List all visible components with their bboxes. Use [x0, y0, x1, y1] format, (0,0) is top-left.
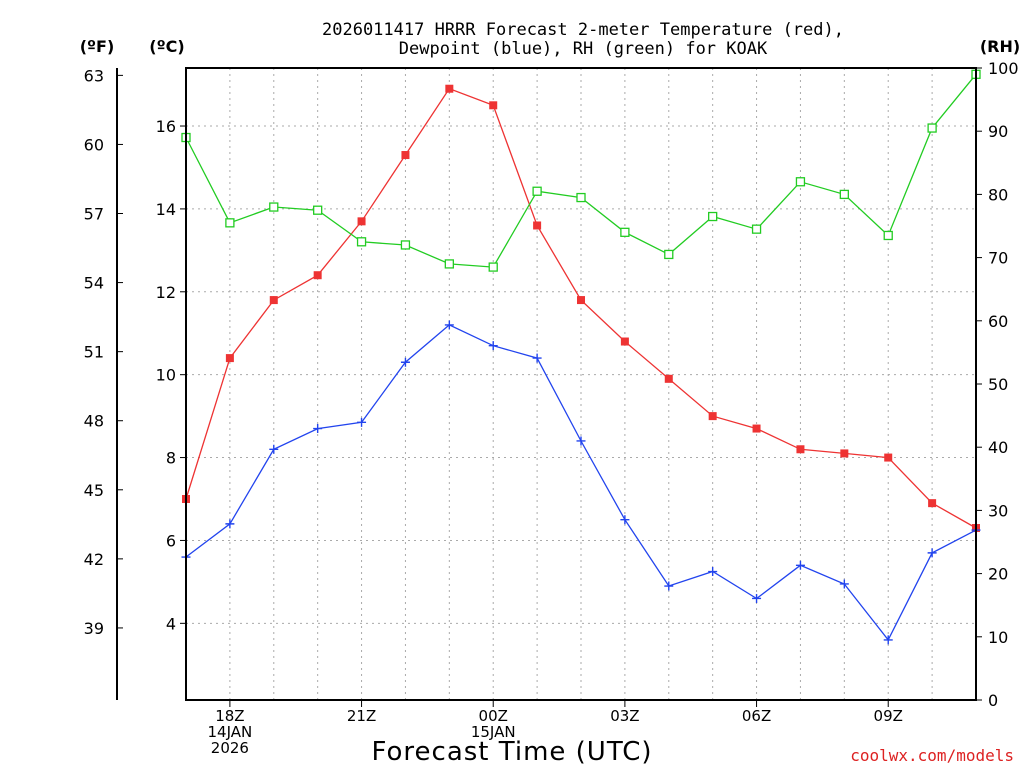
relative-humidity-point [883, 230, 893, 241]
rh-tick-label: 100 [988, 59, 1019, 78]
dewpoint-point [927, 548, 937, 558]
dewpoint-point [357, 417, 367, 427]
2-meter-temperature-point [313, 271, 322, 280]
dewpoint-point [488, 341, 498, 351]
x-tick-label: 18Z [215, 707, 244, 725]
dewpoint-point [532, 353, 542, 363]
axis-labels: 4 6 8 10 12 14 16 39 42 45 48 51 54 57 60 63 0 10 20 30 40 50… [84, 59, 1019, 757]
relative-humidity-point [927, 123, 937, 133]
x-tick-label: 06Z [742, 707, 771, 725]
rh-tick-label: 50 [988, 375, 1008, 394]
fahrenheit-tick-label: 48 [84, 412, 104, 431]
rh-tick-label: 30 [988, 501, 1008, 520]
relative-humidity-point [795, 177, 806, 187]
x-tick-label: 03Z [610, 707, 639, 725]
site-credit: coolwx.com/models [850, 746, 1014, 765]
dewpoint-point [400, 357, 410, 367]
dewpoint-point [313, 424, 323, 434]
relative-humidity-point [356, 237, 367, 247]
celsius-tick-label: 8 [166, 449, 176, 468]
celsius-tick-label: 10 [156, 366, 176, 385]
dewpoint-point [444, 320, 454, 330]
dewpoint-point [839, 579, 849, 589]
plot-frame [185, 67, 977, 701]
celsius-tick-label: 14 [156, 200, 176, 219]
rh-tick-label: 60 [988, 312, 1008, 331]
celsius-tick-label: 16 [156, 117, 176, 136]
rh-tick-label: 70 [988, 249, 1008, 268]
relative-humidity-point [664, 249, 674, 260]
2-meter-temperature-point [664, 374, 673, 383]
2-meter-temperature-point [577, 296, 585, 305]
x-tick-label: 15JAN [471, 723, 516, 741]
series-layer [181, 69, 981, 645]
relative-humidity-point [751, 224, 762, 234]
dewpoint-point [269, 444, 279, 454]
x-axis-title: Forecast Time (UTC) [371, 737, 652, 767]
2-meter-temperature-point [840, 449, 849, 458]
2-meter-temperature-point [796, 445, 805, 454]
relative-humidity-point [488, 262, 498, 272]
relative-humidity-point [839, 189, 849, 200]
relative-humidity-point [532, 186, 542, 196]
2-meter-temperature-point [445, 84, 454, 93]
dewpoint-point [620, 515, 630, 525]
2-meter-temperature-point [620, 337, 629, 346]
2-meter-temperature-point [533, 221, 542, 230]
2-meter-temperature-point [357, 217, 366, 226]
relative-humidity-point [225, 218, 235, 228]
relative-humidity-point [620, 227, 630, 237]
x-tick-label: 2026 [211, 739, 249, 757]
x-tick-label: 14JAN [208, 723, 253, 741]
celsius-tick-label: 4 [166, 614, 176, 633]
celsius-unit-label: (ºC) [149, 37, 184, 56]
relative-humidity-point [400, 240, 411, 250]
rh-tick-label: 40 [988, 438, 1008, 457]
dewpoint-point [576, 436, 586, 446]
fahrenheit-tick-label: 51 [84, 343, 104, 362]
celsius-tick-label: 12 [156, 283, 176, 302]
2-meter-temperature-point [225, 354, 234, 363]
2-meter-temperature-point [752, 424, 761, 433]
rh-unit-label: (RH) [980, 37, 1020, 56]
relative-humidity-point [269, 202, 279, 212]
x-tick-label: 21Z [347, 707, 376, 725]
x-tick-label: 09Z [874, 707, 903, 725]
fahrenheit-tick-label: 60 [84, 135, 104, 154]
fahrenheit-tick-label: 57 [84, 205, 104, 224]
rh-tick-label: 90 [988, 122, 1008, 141]
dewpoint-point [664, 581, 674, 591]
2-meter-temperature-point [269, 296, 278, 305]
2-meter-temperature-point [401, 151, 410, 160]
rh-tick-label: 80 [988, 185, 1008, 204]
chart-title-line-1: 2026011417 HRRR Forecast 2-meter Tempera… [322, 20, 844, 40]
rh-tick-label: 10 [988, 628, 1008, 647]
x-tick-label: 00Z [479, 707, 508, 725]
dewpoint-point [883, 635, 893, 645]
rh-tick-label: 20 [988, 565, 1008, 584]
fahrenheit-tick-label: 63 [84, 66, 104, 85]
rh-tick-label: 0 [988, 691, 998, 710]
2-meter-temperature-point [928, 499, 937, 508]
fahrenheit-tick-label: 39 [84, 619, 104, 638]
fahrenheit-tick-label: 45 [84, 481, 104, 500]
2-meter-temperature-point [884, 453, 893, 462]
grid-layer [186, 68, 976, 700]
2-meter-temperature-point [489, 101, 498, 110]
dewpoint-point [708, 567, 718, 577]
fahrenheit-tick-label: 42 [84, 550, 104, 569]
dewpoint-point [752, 593, 762, 603]
celsius-tick-label: 6 [166, 531, 176, 550]
2-meter-temperature-point [708, 412, 717, 421]
chart-title-line-2: Dewpoint (blue), RH (green) for KOAK [399, 39, 768, 59]
relative-humidity-point [444, 259, 454, 269]
dewpoint-point [795, 560, 805, 570]
relative-humidity-point [313, 205, 323, 215]
relative-humidity-point [708, 211, 718, 222]
fahrenheit-tick-label: 54 [84, 274, 104, 293]
relative-humidity-point [576, 192, 586, 203]
fahrenheit-unit-label: (ºF) [80, 37, 115, 56]
dewpoint-point [225, 519, 235, 529]
